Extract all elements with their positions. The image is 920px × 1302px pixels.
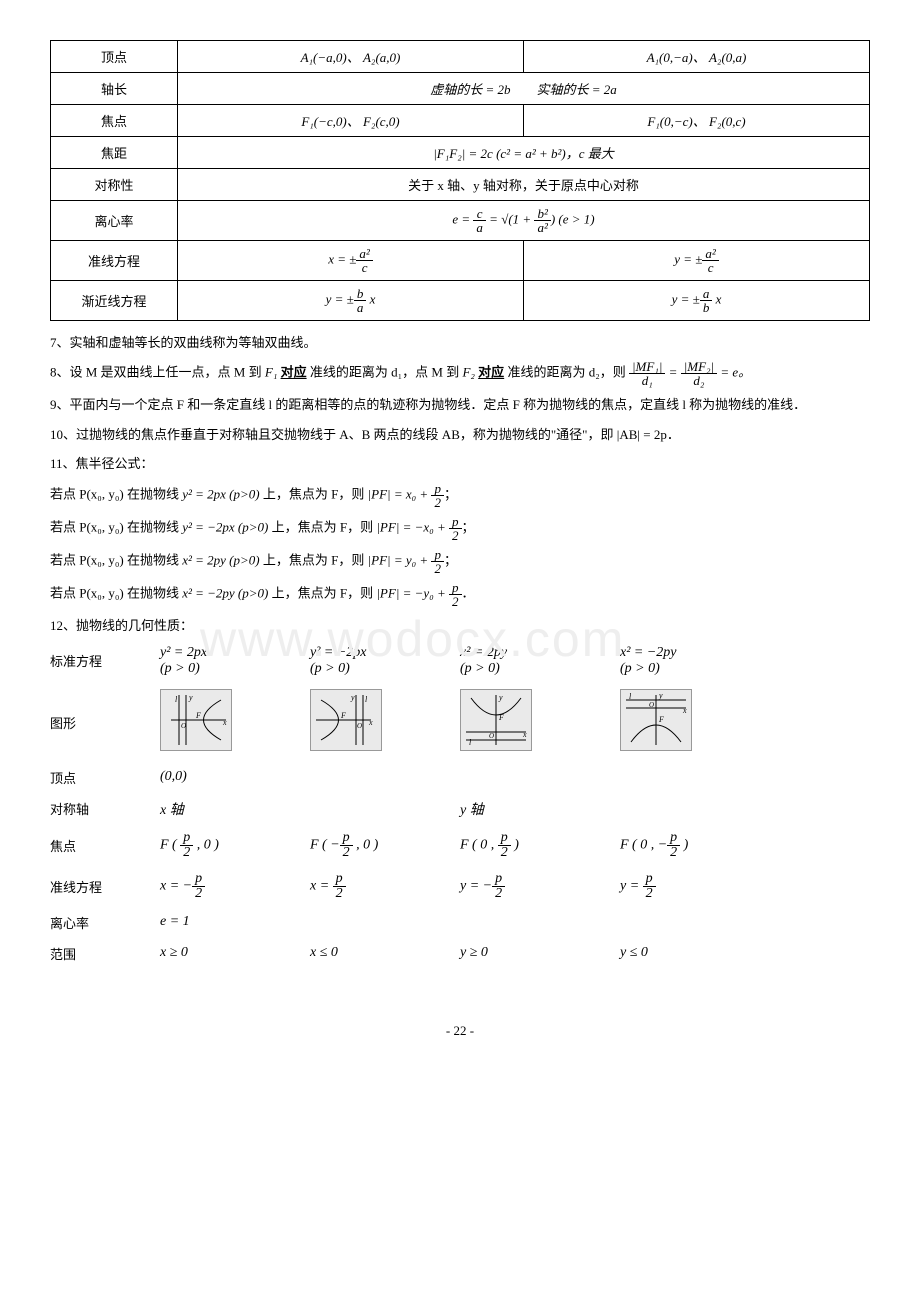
cell: y ≥ 0 (460, 945, 620, 961)
underline-text: 对应 (281, 365, 307, 380)
row-label: 标准方程 (50, 651, 160, 670)
cell: y = p2 (620, 872, 770, 901)
focus-cell: F ( −p2 , 0 ) (310, 831, 460, 860)
row-label: 顶点 (50, 768, 160, 787)
eccentricity-cell: e = ca = √(1 + b²a²) (e > 1) (178, 201, 870, 241)
svg-text:y: y (658, 691, 663, 700)
svg-text:O: O (357, 722, 362, 730)
svg-text:F: F (658, 715, 664, 724)
row-label: 对称轴 (50, 799, 160, 818)
svg-text:O: O (489, 732, 494, 740)
cell: 关于 x 轴、y 轴对称，关于原点中心对称 (178, 169, 870, 201)
focal-radius-line: 若点 P(x₀, y₀) 在抛物线 x² = 2py (p>0) 上，焦点为 F… (50, 548, 870, 575)
cell: x ≤ 0 (310, 945, 460, 961)
cell: y² = −2px(p > 0) (310, 645, 460, 677)
row-label: 范围 (50, 944, 160, 963)
text: 8、设 M 是双曲线上任一点，点 M 到 (50, 365, 265, 380)
svg-text:x: x (682, 706, 687, 715)
cell: |F₁F₂| = 2c (c² = a² + b²)，c 最大 (178, 137, 870, 169)
cell: y² = 2px(p > 0) (160, 645, 310, 677)
text: F₂ (462, 365, 474, 380)
svg-text:F: F (498, 713, 504, 722)
parabola-graph: FlxyO (160, 689, 310, 756)
row-label: 对称性 (51, 169, 178, 201)
cell: y ≤ 0 (620, 945, 770, 961)
cell: x = −p2 (160, 872, 310, 901)
cell: x 轴 (160, 799, 310, 819)
svg-text:y: y (188, 693, 193, 702)
table-row: 对称性 关于 x 轴、y 轴对称，关于原点中心对称 (51, 169, 870, 201)
table-row: 准线方程 x = ±a²c y = ±a²c (51, 241, 870, 281)
table-row: 渐近线方程 y = ±ba x y = ±ab x (51, 281, 870, 321)
focal-radius-line: 若点 P(x₀, y₀) 在抛物线 x² = −2py (p>0) 上，焦点为 … (50, 581, 870, 608)
parabola-graph: FlxyO (620, 689, 770, 756)
cell: x = ±a²c (178, 241, 524, 281)
focus-cell: F ( p2 , 0 ) (160, 831, 310, 860)
svg-text:x: x (368, 718, 373, 727)
cell: A₁(−a,0)、 A₂(a,0) (178, 41, 524, 73)
underline-text: 对应 (478, 365, 504, 380)
focus-cell: F ( 0 , p2 ) (460, 831, 620, 860)
svg-text:y: y (498, 693, 503, 702)
svg-text:O: O (181, 722, 186, 730)
table-row: 轴长 虚轴的长 = 2b 实轴的长 = 2a (51, 73, 870, 105)
focal-radius-line: 若点 P(x₀, y₀) 在抛物线 y² = −2px (p>0) 上，焦点为 … (50, 515, 870, 542)
parabola-graph: FlxyO (460, 689, 620, 756)
table-row: 焦距 |F₁F₂| = 2c (c² = a² + b²)，c 最大 (51, 137, 870, 169)
cell: y = −p2 (460, 872, 620, 901)
cell: x² = −2py(p > 0) (620, 645, 770, 677)
focal-radius-formulas: 若点 P(x₀, y₀) 在抛物线 y² = 2px (p>0) 上，焦点为 F… (50, 482, 870, 608)
item-9: 9、平面内与一个定点 F 和一条定直线 l 的距离相等的点的轨迹称为抛物线．定点… (50, 393, 870, 416)
row-label: 图形 (50, 713, 160, 732)
row-label: 焦点 (51, 105, 178, 137)
table-row: 离心率 e = ca = √(1 + b²a²) (e > 1) (51, 201, 870, 241)
text: 准线的距离为 d₁，点 M 到 (310, 365, 463, 380)
cell: x ≥ 0 (160, 945, 310, 961)
svg-text:F: F (195, 711, 201, 720)
svg-text:O: O (649, 701, 654, 709)
row-label: 准线方程 (50, 877, 160, 896)
row-label: 准线方程 (51, 241, 178, 281)
text: = e。 (720, 365, 751, 380)
item-8: 8、设 M 是双曲线上任一点，点 M 到 F₁ 对应 准线的距离为 d₁，点 M… (50, 360, 870, 387)
cell: y = ±a²c (523, 241, 869, 281)
cell: x² = 2py(p > 0) (460, 645, 620, 677)
row-label: 顶点 (51, 41, 178, 73)
text: F₁ (265, 365, 277, 380)
item-7: 7、实轴和虚轴等长的双曲线称为等轴双曲线。 (50, 331, 870, 354)
table-row: 顶点 A₁(−a,0)、 A₂(a,0) A₁(0,−a)、 A₂(0,a) (51, 41, 870, 73)
text: 准线的距离为 d₂，则 (507, 365, 629, 380)
cell: F₁(−c,0)、 F₂(c,0) (178, 105, 524, 137)
cell: A₁(0,−a)、 A₂(0,a) (523, 41, 869, 73)
row-label: 离心率 (51, 201, 178, 241)
page-number: - 22 - (50, 1023, 870, 1039)
focal-radius-line: 若点 P(x₀, y₀) 在抛物线 y² = 2px (p>0) 上，焦点为 F… (50, 482, 870, 509)
row-label: 焦点 (50, 836, 160, 855)
cell: y 轴 (460, 799, 620, 819)
row-label: 焦距 (51, 137, 178, 169)
focus-cell: F ( 0 , −p2 ) (620, 831, 770, 860)
item-11: 11、焦半径公式： (50, 452, 870, 475)
svg-text:F: F (340, 711, 346, 720)
item-10: 10、过抛物线的焦点作垂直于对称轴且交抛物线于 A、B 两点的线段 AB，称为抛… (50, 423, 870, 446)
cell: e = 1 (160, 914, 310, 930)
cell: y = ±ba x (178, 281, 524, 321)
cell: 虚轴的长 = 2b 实轴的长 = 2a (178, 73, 870, 105)
item-12: 12、抛物线的几何性质： (50, 614, 870, 637)
row-label: 渐近线方程 (51, 281, 178, 321)
hyperbola-properties-table: 顶点 A₁(−a,0)、 A₂(a,0) A₁(0,−a)、 A₂(0,a) 轴… (50, 40, 870, 321)
parabola-graph: FlxyO (310, 689, 460, 756)
cell: y = ±ab x (523, 281, 869, 321)
table-row: 焦点 F₁(−c,0)、 F₂(c,0) F₁(0,−c)、 F₂(0,c) (51, 105, 870, 137)
row-label: 轴长 (51, 73, 178, 105)
svg-text:x: x (522, 730, 527, 739)
cell: (0,0) (160, 769, 310, 785)
parabola-properties-grid: 标准方程 y² = 2px(p > 0) y² = −2px(p > 0) x²… (50, 645, 870, 963)
svg-text:x: x (222, 718, 227, 727)
row-label: 离心率 (50, 913, 160, 932)
cell: F₁(0,−c)、 F₂(0,c) (523, 105, 869, 137)
svg-text:y: y (350, 693, 355, 702)
cell: x = p2 (310, 872, 460, 901)
